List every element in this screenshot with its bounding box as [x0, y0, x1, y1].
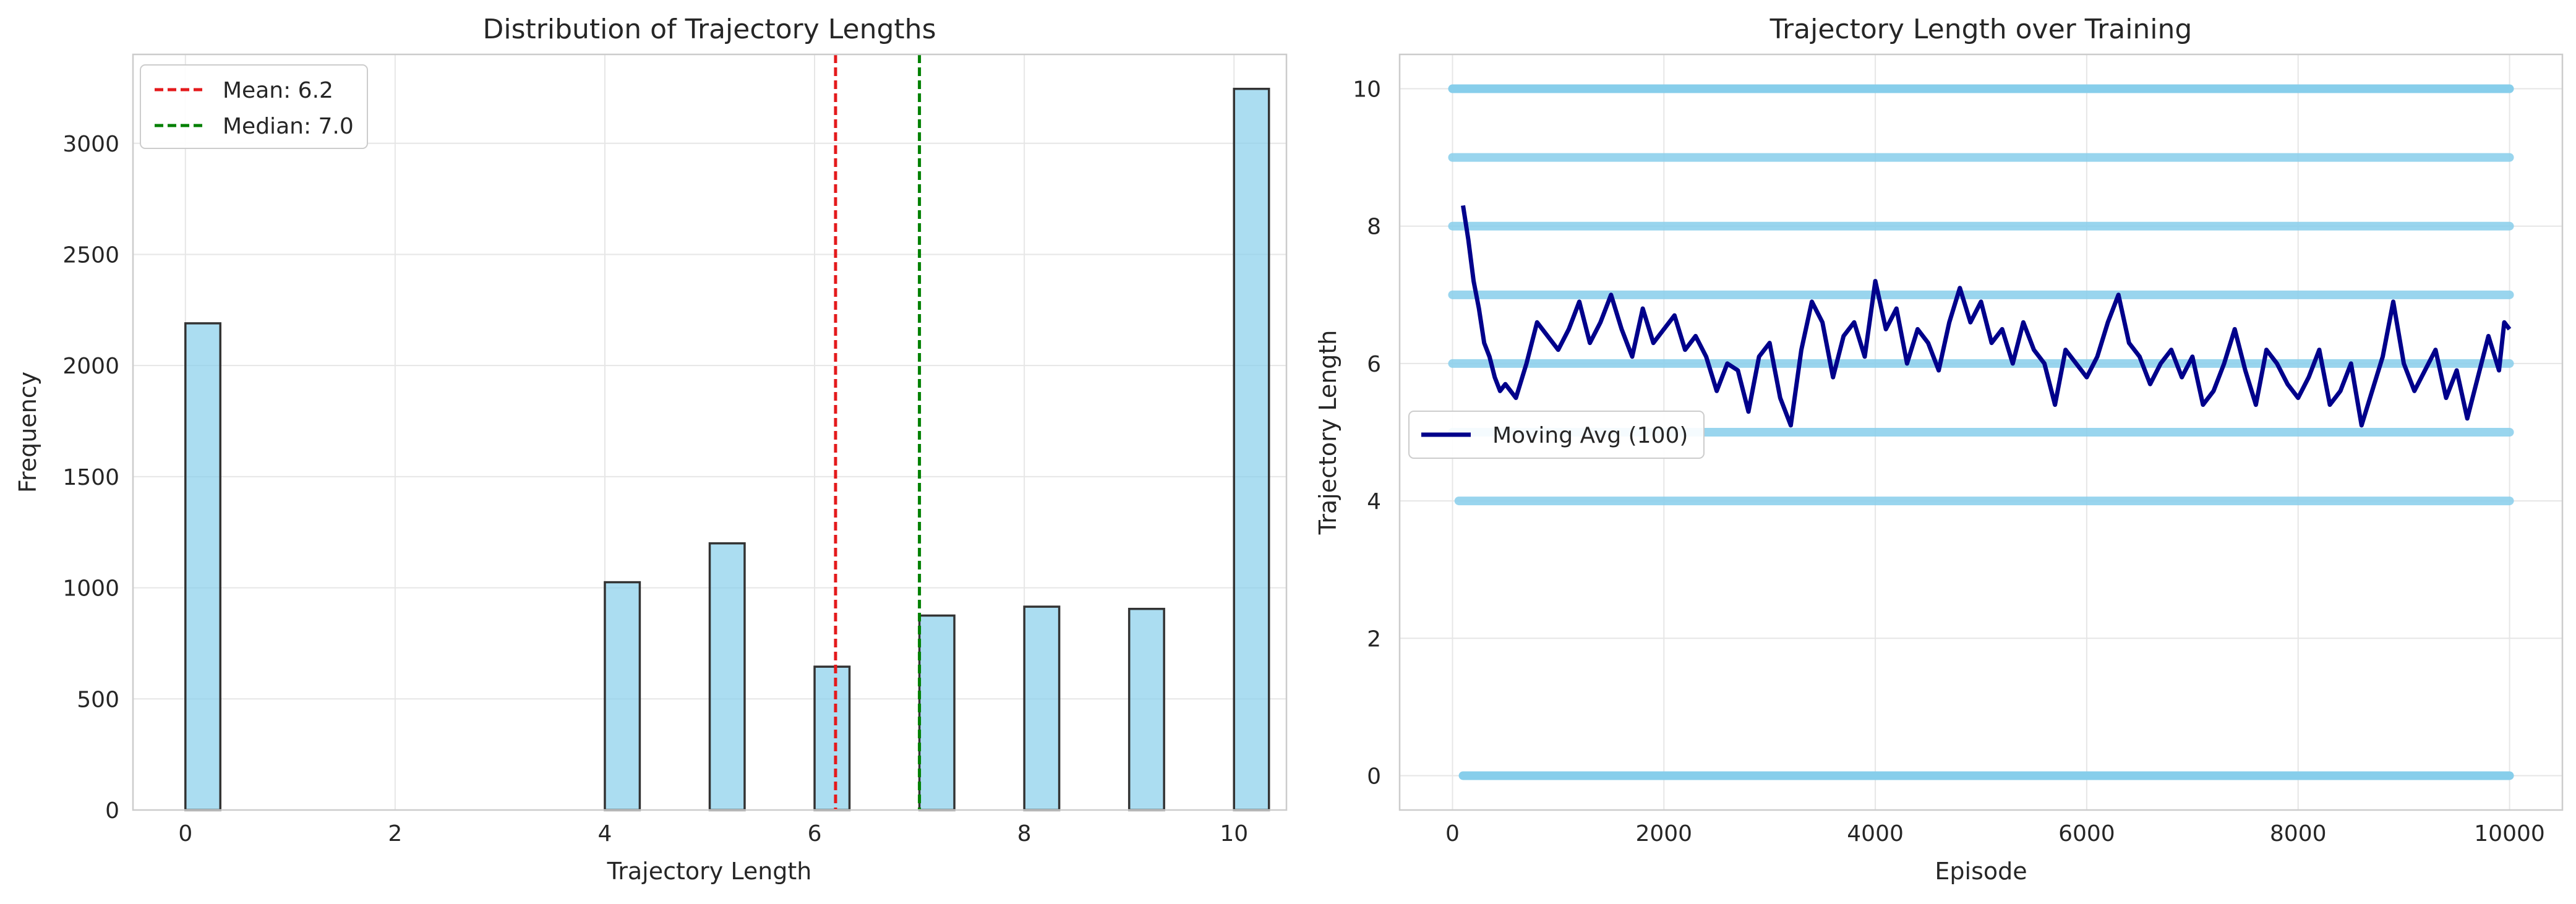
scatter-x-label: Episode — [1935, 858, 2027, 885]
histogram-x-tick-label: 10 — [1220, 821, 1248, 846]
histogram-panel: 0 2 4 6 8 10 0 500 1000 1500 2000 2500 3000 Distrib… — [14, 14, 1288, 885]
histogram-x-tick-label: 4 — [598, 821, 612, 846]
histogram-y-tick-label: 0 — [105, 798, 119, 824]
scatter-frame — [1398, 53, 2564, 811]
histogram-x-tick-label: 0 — [178, 821, 192, 846]
scatter-legend-box — [1408, 411, 1705, 459]
scatter-y-tick-label: 2 — [1367, 626, 1381, 652]
scatter-y-tick-label: 6 — [1367, 352, 1381, 377]
histogram-y-tick-label: 2000 — [62, 354, 119, 379]
histogram-x-tick-label: 2 — [388, 821, 402, 846]
histogram-bars — [184, 87, 1270, 811]
scatter-y-tick-label: 10 — [1353, 77, 1381, 103]
histogram-bar — [604, 581, 641, 811]
scatter-x-tick-label: 0 — [1445, 821, 1460, 846]
scatter-title: Trajectory Length over Training — [1769, 14, 2193, 45]
scatter-x-ticks: 0 2000 4000 6000 8000 10000 — [1445, 821, 2545, 846]
scatter-y-tick-label: 4 — [1367, 489, 1381, 514]
scatter-x-tick-label: 6000 — [2058, 821, 2115, 846]
histogram-bar — [1233, 87, 1270, 811]
histogram-frame — [132, 53, 1288, 811]
scatter-panel: 0 2000 4000 6000 8000 10000 0 2 4 6 8 10 Trajector… — [1314, 14, 2564, 885]
scatter-x-tick-label: 8000 — [2270, 821, 2327, 846]
scatter-y-tick-label: 0 — [1367, 764, 1381, 789]
histogram-y-tick-label: 2500 — [62, 242, 119, 268]
histogram-bar — [184, 322, 221, 811]
histogram-y-tick-label: 1000 — [62, 576, 119, 602]
histogram-x-tick-label: 8 — [1017, 821, 1032, 846]
histogram-gridlines — [133, 54, 1286, 811]
moving-average-line — [1461, 205, 2512, 428]
histogram-x-label: Trajectory Length — [607, 858, 812, 885]
scatter-y-label: Trajectory Length — [1314, 330, 1341, 535]
histogram-bar — [1023, 605, 1061, 811]
scatter-y-ticks: 0 2 4 6 8 10 — [1353, 77, 1381, 790]
histogram-legend: Mean: 6.2 Median: 7.0 — [140, 64, 368, 149]
histogram-y-tick-label: 3000 — [62, 132, 119, 157]
histogram-bar — [708, 542, 746, 811]
histogram-y-ticks: 0 500 1000 1500 2000 2500 3000 — [62, 132, 119, 824]
histogram-y-tick-label: 1500 — [62, 465, 119, 490]
histogram-x-tick-label: 6 — [808, 821, 822, 846]
scatter-y-tick-label: 8 — [1367, 215, 1381, 240]
histogram-legend-box — [140, 64, 368, 149]
legend-mean-label: Mean: 6.2 — [223, 78, 333, 103]
histogram-y-label: Frequency — [14, 372, 41, 493]
histogram-bar — [813, 665, 851, 811]
histogram-y-tick-label: 500 — [77, 687, 119, 712]
scatter-x-tick-label: 2000 — [1635, 821, 1692, 846]
histogram-x-ticks: 0 2 4 6 8 10 — [178, 821, 1248, 846]
scatter-legend: Moving Avg (100) — [1408, 411, 1705, 459]
legend-median-label: Median: 7.0 — [223, 114, 354, 139]
scatter-points — [1448, 84, 2514, 780]
scatter-x-tick-label: 4000 — [1847, 821, 1904, 846]
histogram-reference-lines — [834, 54, 922, 810]
histogram-bar — [1128, 607, 1165, 811]
scatter-x-tick-label: 10000 — [2474, 821, 2545, 846]
legend-moving-avg-label: Moving Avg (100) — [1492, 423, 1688, 448]
histogram-title: Distribution of Trajectory Lengths — [482, 14, 936, 45]
histogram-bar — [918, 614, 956, 811]
